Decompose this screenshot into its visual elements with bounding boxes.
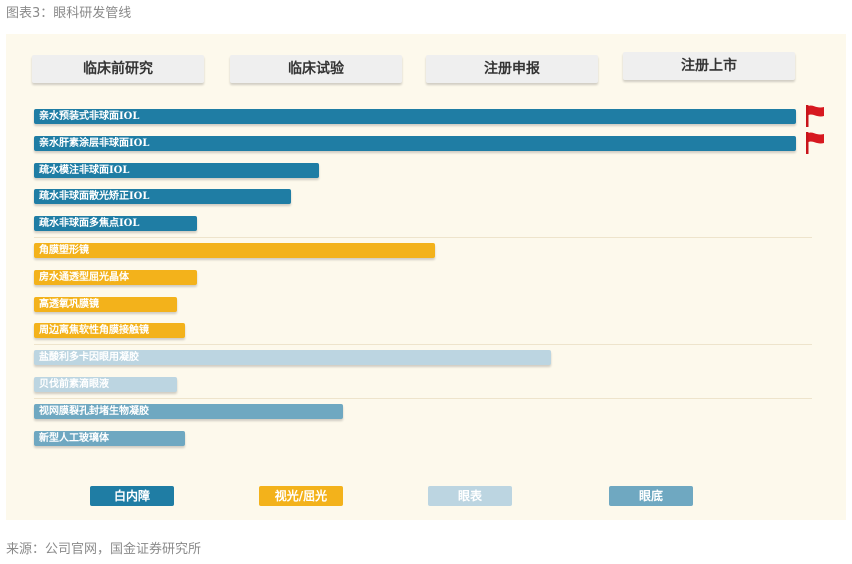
bar-label: 疏水模注非球面IOL	[39, 164, 130, 176]
pipeline-bar: 视网膜裂孔封堵生物凝胶	[34, 403, 343, 419]
pipeline-bar: 疏水非球面散光矫正IOL	[34, 189, 292, 205]
stage-header-clinical-trial: 临床试验	[230, 55, 402, 83]
source-note: 来源：公司官网，国金证券研究所	[6, 542, 202, 557]
bar-label: 新型人工玻璃体	[39, 432, 109, 444]
pipeline-bar: 疏水模注非球面IOL	[34, 162, 319, 178]
legend-vision-refractive: 视光/屈光	[259, 486, 343, 506]
group-separator	[34, 237, 812, 238]
bar-label: 疏水非球面散光矫正IOL	[39, 191, 150, 203]
bar-label: 房水通透型屈光晶体	[39, 271, 129, 283]
pipeline-bar: 角膜塑形镜	[34, 243, 435, 258]
bar-label: 疏水非球面多焦点IOL	[39, 218, 140, 230]
legend-fundus: 眼底	[609, 486, 693, 506]
launched-flag-icon	[806, 105, 824, 127]
pipeline-bar: 新型人工玻璃体	[34, 430, 186, 446]
bar-label: 盐酸利多卡因眼用凝胶	[39, 352, 139, 364]
figure-title: 图表3：眼科研发管线	[6, 6, 132, 21]
stage-header-preclinical: 临床前研究	[32, 55, 204, 83]
bar-label: 周边离焦软性角膜接触镜	[39, 325, 149, 337]
stage-header-market-launch: 注册上市	[623, 52, 795, 80]
bar-label: 角膜塑形镜	[39, 245, 89, 256]
group-separator	[34, 344, 812, 346]
pipeline-bar: 贝伐前素滴眼液	[34, 377, 178, 392]
legend-ocular-surface: 眼表	[428, 486, 512, 506]
pipeline-bar: 盐酸利多卡因眼用凝胶	[34, 350, 551, 366]
legend-cataract: 白内障	[90, 486, 174, 506]
bar-label: 亲水肝素涂层非球面IOL	[39, 137, 150, 149]
stage-header-registration-filing: 注册申报	[426, 55, 598, 83]
pipeline-bar: 周边离焦软性角膜接触镜	[34, 323, 186, 339]
pipeline-chart: 临床前研究 临床试验 注册申报 注册上市 亲水预装式非球面IOL 亲水肝素涂层非球…	[6, 34, 846, 520]
group-separator	[34, 397, 812, 399]
launched-flag-icon	[806, 131, 824, 154]
pipeline-bar: 亲水肝素涂层非球面IOL	[34, 135, 797, 151]
pipeline-bar: 疏水非球面多焦点IOL	[34, 216, 198, 232]
bar-label: 贝伐前素滴眼液	[39, 379, 109, 390]
bar-label: 亲水预装式非球面IOL	[39, 111, 140, 122]
pipeline-bar: 高透氧巩膜镜	[34, 296, 178, 312]
pipeline-bar: 亲水预装式非球面IOL	[34, 109, 797, 124]
pipeline-bar: 房水通透型屈光晶体	[34, 269, 198, 285]
bar-label: 高透氧巩膜镜	[39, 298, 99, 310]
bar-label: 视网膜裂孔封堵生物凝胶	[39, 405, 149, 417]
